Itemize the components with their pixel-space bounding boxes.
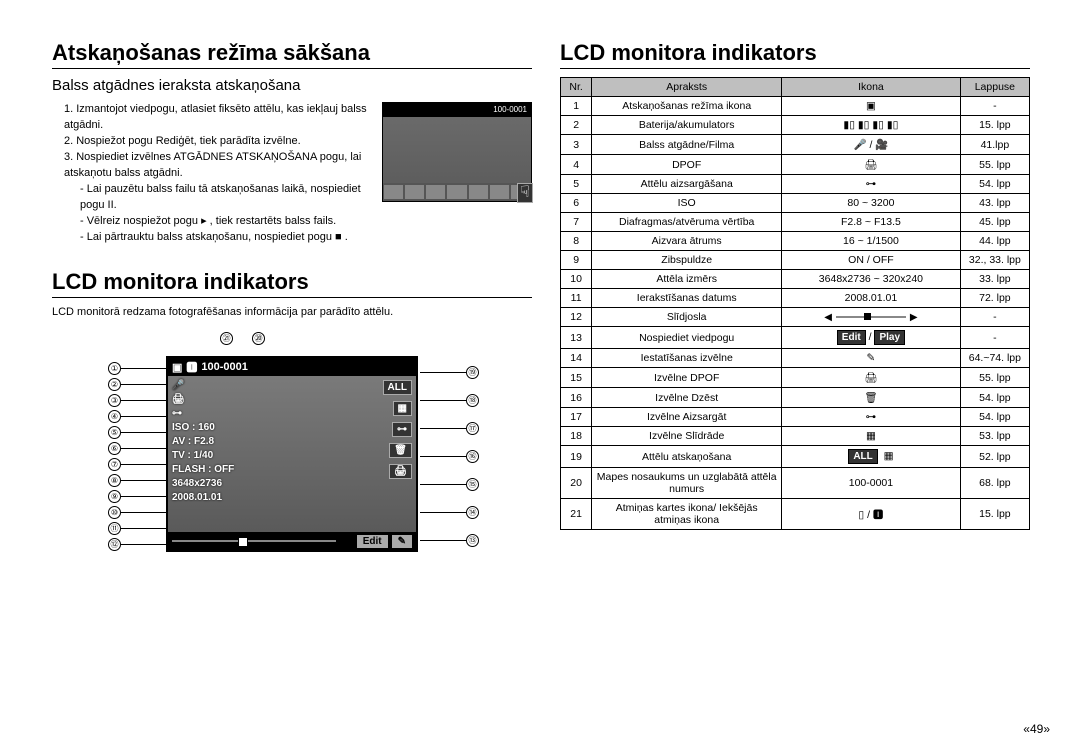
th-nr: Nr. xyxy=(561,78,592,97)
table-row: 17Izvēlne Aizsargāt⊶54. lpp xyxy=(561,408,1030,427)
callout-right: ⑲ xyxy=(420,366,479,379)
slideshow-icon: ▦ xyxy=(393,401,412,416)
lcd-all: ALL xyxy=(383,380,412,395)
callout-left: ⑪ xyxy=(108,522,167,535)
sub2: - Vēlreiz nospiežot pogu ▸ , tiek restar… xyxy=(80,214,532,230)
lcd-size: 3648x2736 xyxy=(172,478,234,489)
callout-right: ⑰ xyxy=(420,422,479,435)
table-row: 6ISO80 ~ 320043. lpp xyxy=(561,194,1030,213)
sub1: - Lai pauzētu balss failu tā atskaņošana… xyxy=(80,182,372,214)
lock-icon: ⊶ xyxy=(172,408,234,419)
steps-block: 1. Izmantojot viedpogu, atlasiet fiksēto… xyxy=(52,102,532,245)
thumb-file: 100-0001 xyxy=(493,104,527,116)
step3: 3. Nospiediet izvēlnes ATGĀDNES ATSKAŅOŠ… xyxy=(64,150,372,182)
table-row: 21Atmiņas kartes ikona/ Iekšējās atmiņas… xyxy=(561,499,1030,530)
lcd-tv: TV : 1/40 xyxy=(172,450,234,461)
sub3: - Lai pārtrauktu balss atskaņošanu, nosp… xyxy=(80,230,532,246)
table-row: 4DPOF🖨55. lpp xyxy=(561,155,1030,175)
callout-right: ⑭ xyxy=(420,506,479,519)
table-row: 9ZibspuldzeON / OFF32., 33. lpp xyxy=(561,251,1030,270)
table-row: 1Atskaņošanas režīma ikona▣- xyxy=(561,97,1030,116)
table-row: 7Diafragmas/atvēruma vērtībaF2.8 ~ F13.5… xyxy=(561,213,1030,232)
table-row: 12Slīdjosla◀▶- xyxy=(561,308,1030,327)
table-row: 10Attēla izmērs3648x2736 ~ 320x24033. lp… xyxy=(561,270,1030,289)
callout-left: ① xyxy=(108,362,167,375)
lcd-flash: FLASH : OFF xyxy=(172,464,234,475)
callout-left: ⑧ xyxy=(108,474,167,487)
voice-memo-thumb: 100-0001 ☟ xyxy=(382,102,532,202)
table-row: 13Nospiediet viedpoguEdit / Play- xyxy=(561,327,1030,349)
th-desc: Apraksts xyxy=(592,78,782,97)
callout-right: ⑱ xyxy=(420,394,479,407)
table-row: 2Baterija/akumulators▮▯ ▮▯ ▮▯ ▮▯15. lpp xyxy=(561,116,1030,135)
table-row: 5Attēlu aizsargāšana⊶54. lpp xyxy=(561,175,1030,194)
settings-icon: ✎ xyxy=(392,535,412,548)
left-title2: LCD monitora indikators xyxy=(52,269,532,298)
callout-left: ⑤ xyxy=(108,426,167,439)
lcd-iso: ISO : 160 xyxy=(172,422,234,433)
callout-right: ⑬ xyxy=(420,534,479,547)
th-icon: Ikona xyxy=(782,78,961,97)
table-row: 20Mapes nosaukums un uzglabātā attēla nu… xyxy=(561,468,1030,499)
page-number: «49» xyxy=(1023,722,1050,736)
callout-left: ⑦ xyxy=(108,458,167,471)
th-page: Lappuse xyxy=(960,78,1029,97)
callout-right: ⑮ xyxy=(420,478,479,491)
callout-right: ⑯ xyxy=(420,450,479,463)
mic-icon: 🎤 xyxy=(172,380,234,391)
table-row: 19Attēlu atskaņošanaALL ▦52. lpp xyxy=(561,446,1030,468)
left-desc2: LCD monitorā redzama fotografēšanas info… xyxy=(52,306,532,318)
callout-left: ⑫ xyxy=(108,538,167,551)
table-row: 11Ierakstīšanas datums2008.01.0172. lpp xyxy=(561,289,1030,308)
callout-left: ⑩ xyxy=(108,506,167,519)
protect-icon: ⊶ xyxy=(392,422,412,437)
table-row: 15Izvēlne DPOF🖨55. lpp xyxy=(561,368,1030,388)
lcd-date: 2008.01.01 xyxy=(172,492,234,503)
table-row: 14Iestatīšanas izvēlne✎64.~74. lpp xyxy=(561,349,1030,368)
slider-bar xyxy=(172,540,336,542)
play-icon: ▣ xyxy=(172,361,182,374)
lcd-diagram: ㉑ ⑳ ▣ 🅸 100-0001 🎤 🖨 ⊶ ISO : 160 AV : F2… xyxy=(52,332,532,592)
mem-icon: 🅸 xyxy=(186,359,197,375)
table-row: 3Balss atgādne/Filma🎤 / 🎥41.lpp xyxy=(561,135,1030,155)
callout-left: ⑨ xyxy=(108,490,167,503)
callout-left: ② xyxy=(108,378,167,391)
callout-left: ⑥ xyxy=(108,442,167,455)
step1: 1. Izmantojot viedpogu, atlasiet fiksēto… xyxy=(64,102,372,134)
delete-icon: 🗑 xyxy=(389,443,412,458)
left-title: Atskaņošanas režīma sākšana xyxy=(52,40,532,69)
table-row: 8Aizvara ātrums16 ~ 1/150044. lpp xyxy=(561,232,1030,251)
pointer-icon: ☟ xyxy=(517,183,533,203)
lcd-av: AV : F2.8 xyxy=(172,436,234,447)
table-row: 16Izvēlne Dzēst🗑54. lpp xyxy=(561,388,1030,408)
table-row: 18Izvēlne Slīdrāde▦53. lpp xyxy=(561,427,1030,446)
dpof-icon: 🖨 xyxy=(172,394,234,405)
edit-button: Edit xyxy=(357,535,388,548)
lcd-file: 100-0001 xyxy=(201,361,248,373)
step2: 2. Nospiežot pogu Rediģēt, tiek parādīta… xyxy=(64,134,372,150)
callout-left: ③ xyxy=(108,394,167,407)
callout-left: ④ xyxy=(108,410,167,423)
left-subhead: Balss atgādnes ieraksta atskaņošana xyxy=(52,77,532,94)
dpof2-icon: 🖨 xyxy=(389,464,412,479)
right-title: LCD monitora indikators xyxy=(560,40,1030,69)
indicator-table: Nr. Apraksts Ikona Lappuse 1Atskaņošanas… xyxy=(560,77,1030,530)
